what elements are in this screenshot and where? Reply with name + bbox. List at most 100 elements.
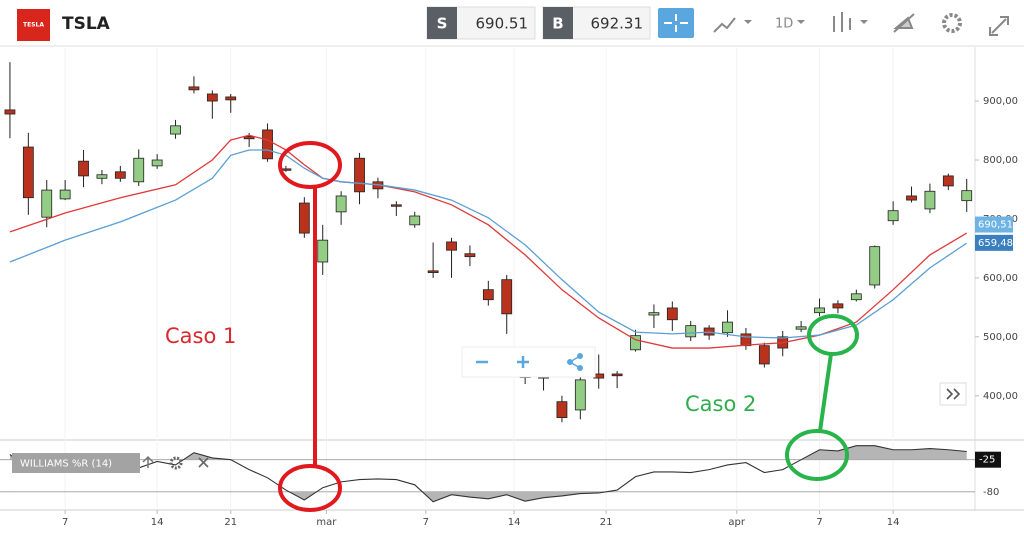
candle-body — [850, 293, 862, 301]
annotation-text: Caso 2 — [685, 392, 756, 416]
candle-body — [427, 270, 439, 273]
candle-body — [666, 307, 678, 321]
price-tag-label: 659,48 — [978, 238, 1013, 249]
candle-body — [335, 195, 347, 213]
candle-body — [574, 379, 586, 411]
candle-body — [648, 312, 660, 316]
crosshair-button[interactable] — [658, 8, 694, 38]
candle-body — [795, 326, 807, 330]
candle-body — [464, 253, 476, 258]
buy-price: 692.31 — [591, 15, 644, 33]
chart-type-icon[interactable] — [713, 17, 736, 33]
x-tick-label: 7 — [62, 517, 68, 528]
fullscreen-icon[interactable] — [989, 16, 1009, 36]
candle-body — [151, 159, 163, 167]
buy-badge — [543, 7, 573, 39]
move-icon[interactable] — [142, 455, 154, 468]
candle-body — [96, 174, 108, 179]
candle-body — [814, 307, 825, 314]
y-tick-label: 900,00 — [983, 96, 1018, 107]
candle-body — [206, 93, 218, 102]
candle-body — [298, 202, 310, 234]
price-tag-label: 690,51 — [978, 220, 1013, 231]
candle-body — [685, 325, 697, 338]
candle-body — [869, 246, 881, 286]
x-tick-label: 14 — [887, 517, 900, 528]
candle-body — [482, 289, 494, 301]
candle-body — [409, 215, 421, 226]
level-label: -80 — [983, 487, 999, 498]
level-fill — [9, 445, 967, 460]
candle-body — [832, 303, 844, 309]
dropdown — [797, 20, 805, 24]
scroll-icon — [946, 388, 961, 400]
annotation-case-2 — [785, 314, 859, 481]
x-tick-label: 21 — [224, 517, 237, 528]
candle-body — [758, 345, 770, 365]
candle-body — [354, 157, 365, 193]
candle-body — [446, 241, 457, 251]
symbol: TSLA — [62, 14, 111, 34]
buy-label: B — [552, 15, 563, 33]
candle-body — [22, 146, 34, 199]
indicator-close[interactable] — [198, 457, 209, 468]
candle-body — [924, 190, 936, 210]
candle-body — [78, 160, 89, 177]
candle-body — [225, 96, 237, 101]
level-label: -25 — [979, 455, 995, 466]
draw-icon[interactable] — [893, 13, 915, 33]
dropdown — [744, 20, 752, 24]
candle-body — [317, 239, 329, 263]
price-tag — [975, 234, 1013, 251]
dropdown — [860, 20, 868, 24]
x-tick-label: 14 — [151, 517, 164, 528]
y-tick-label: 500,00 — [983, 332, 1018, 343]
candle-body — [114, 171, 126, 179]
annotation-case-1 — [278, 141, 342, 512]
zoom-in[interactable] — [517, 356, 529, 368]
x-tick-label: apr — [728, 517, 745, 528]
annotation-text: Caso 1 — [165, 324, 236, 348]
x-tick-label: 14 — [508, 517, 521, 528]
candle-body — [906, 195, 917, 201]
plot-area: 71421mar71421apr714900,00800,00700,00600… — [0, 48, 1018, 528]
sell-badge — [427, 7, 457, 39]
candle-body — [630, 335, 641, 351]
logo-text: TESLA — [23, 22, 44, 29]
candle-body — [188, 86, 200, 91]
candle-body — [887, 210, 899, 222]
x-tick-label: 7 — [423, 517, 429, 528]
candle-body — [942, 175, 954, 187]
indicator-line — [9, 445, 967, 503]
candle-body — [170, 125, 181, 135]
indicator-icon[interactable] — [833, 12, 851, 32]
indicator-settings[interactable] — [169, 456, 183, 470]
indicator-label: WILLIAMS %R (14) — [20, 459, 112, 470]
candle-body — [961, 190, 973, 202]
candle-body — [262, 129, 273, 160]
indicator-label-box — [12, 453, 140, 473]
candle-body — [4, 109, 16, 115]
logo — [17, 9, 50, 41]
candle-body — [501, 279, 513, 315]
sell-price: 690.51 — [476, 15, 529, 33]
settings-icon[interactable] — [942, 13, 962, 33]
candle-body — [41, 189, 53, 218]
candle-body — [390, 204, 402, 207]
x-tick-label: mar — [316, 517, 337, 528]
share-icon[interactable] — [567, 353, 583, 371]
y-tick-label: 600,00 — [983, 273, 1018, 284]
moving-average — [9, 149, 968, 339]
candle-body — [243, 136, 255, 140]
candle-body — [722, 321, 733, 334]
x-tick-label: 7 — [816, 517, 822, 528]
moving-average — [9, 134, 968, 349]
sell-label: S — [437, 15, 448, 33]
timeframe[interactable]: 1D — [775, 17, 793, 32]
level-tag — [975, 451, 1001, 468]
price-tag — [975, 216, 1013, 233]
y-tick-label: 800,00 — [983, 155, 1018, 166]
crosshair-icon — [664, 14, 688, 32]
candle-body — [740, 333, 752, 347]
